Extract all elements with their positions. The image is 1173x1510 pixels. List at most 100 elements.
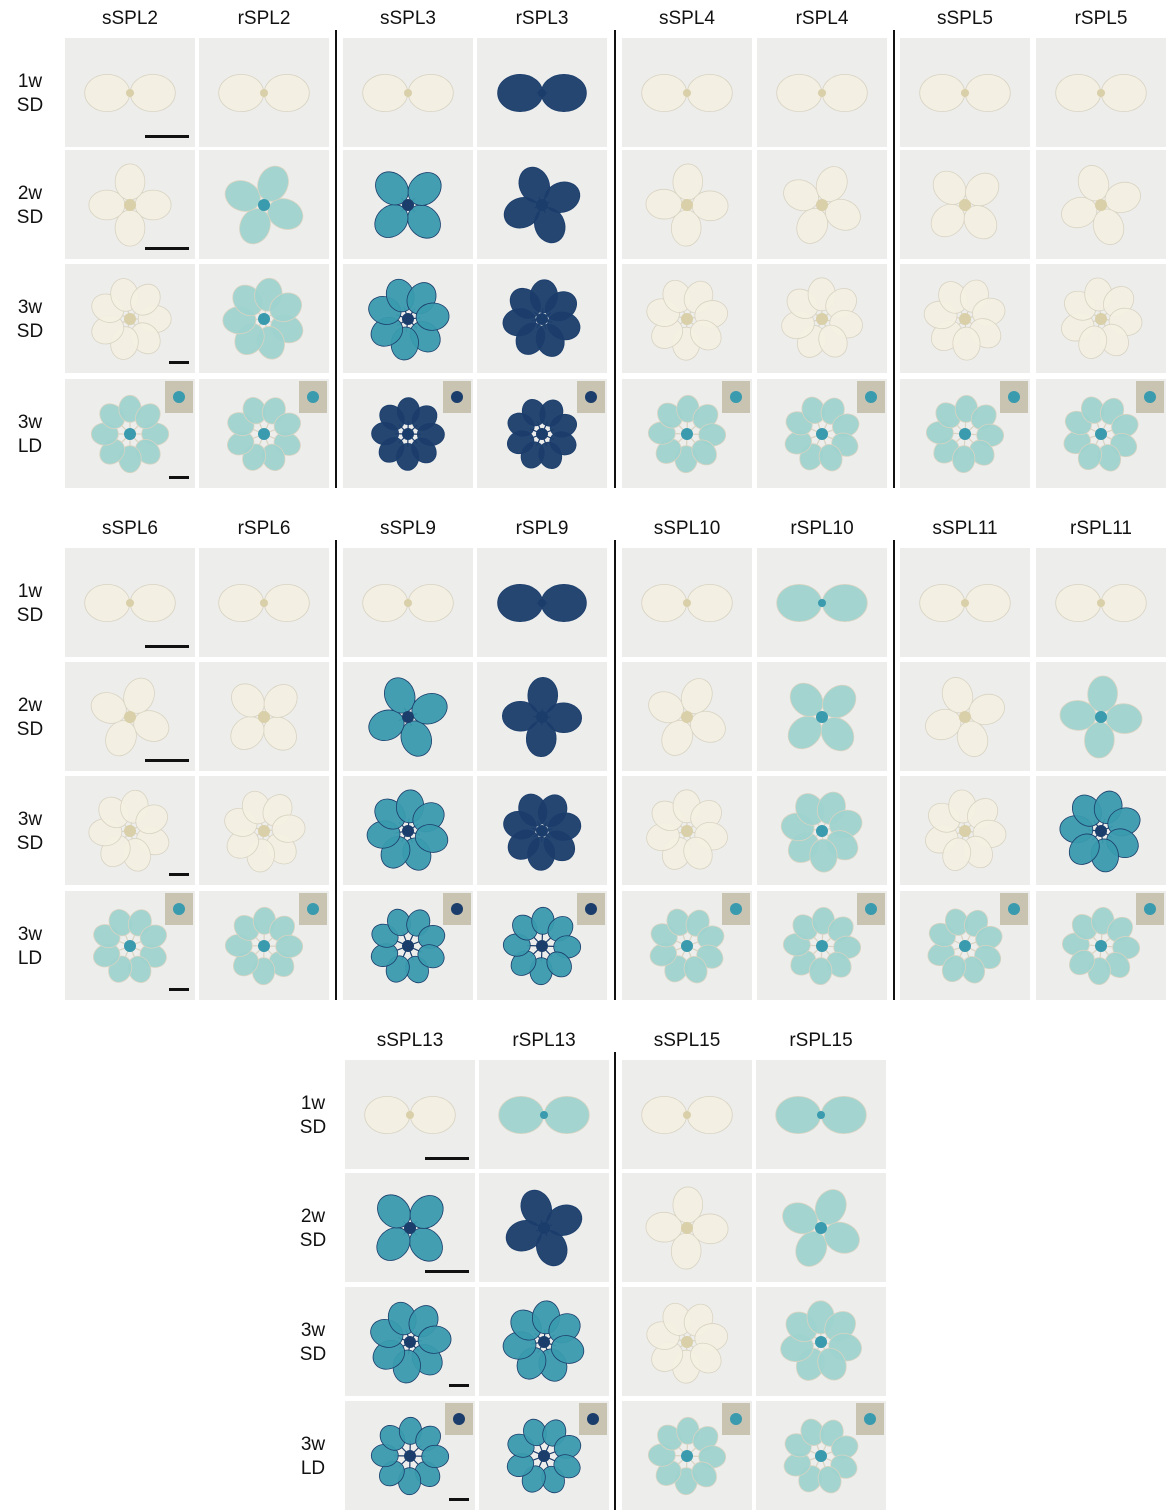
seedling-photo-rspl6-3w-sd [199, 776, 329, 885]
seedling-photo-sspl3-3w-sd [343, 264, 473, 373]
seedling-photo-sspl2-3w-sd [65, 264, 195, 373]
seedling-photo-sspl6-3w-sd [65, 776, 195, 885]
row-label-photoperiod: LD [8, 947, 52, 971]
seedling-photo-rspl2-3w-sd [199, 264, 329, 373]
scale-bar [449, 1498, 469, 1501]
seedling-photo-sspl15-3w-sd [622, 1287, 752, 1396]
row-label-age: 3w [8, 808, 52, 832]
seedling-photo-sspl2-1w-sd [65, 38, 195, 147]
row-label-photoperiod: SD [8, 718, 52, 742]
seedling-photo-rspl2-1w-sd [199, 38, 329, 147]
seedling-photo-rspl10-1w-sd [757, 548, 887, 657]
row-label-photoperiod: LD [8, 435, 52, 459]
seedling-photo-sspl3-2w-sd [343, 150, 473, 259]
seedling-photo-rspl4-3w-sd [757, 264, 887, 373]
seedling-photo-sspl2-2w-sd [65, 150, 195, 259]
column-label-sspl5: sSPL5 [900, 8, 1030, 30]
seedling-photo-sspl5-3w-ld [900, 379, 1030, 488]
row-label-age: 1w [291, 1092, 335, 1116]
seedling-photo-rspl15-3w-sd [756, 1287, 886, 1396]
seedling-photo-sspl9-3w-ld [343, 891, 473, 1000]
seedling-photo-sspl11-3w-sd [900, 776, 1030, 885]
group-divider [614, 1052, 616, 1510]
row-label-age: 2w [291, 1205, 335, 1229]
row-label-photoperiod: SD [291, 1343, 335, 1367]
seedling-photo-rspl5-3w-ld [1036, 379, 1166, 488]
column-label-rspl5: rSPL5 [1036, 8, 1166, 30]
seedling-photo-sspl15-3w-ld [622, 1401, 752, 1510]
row-label-age: 1w [8, 70, 52, 94]
seedling-photo-sspl9-2w-sd [343, 662, 473, 771]
seedling-photo-sspl10-1w-sd [622, 548, 752, 657]
seedling-photo-sspl5-3w-sd [900, 264, 1030, 373]
column-label-sspl13: sSPL13 [345, 1030, 475, 1052]
scale-bar [449, 1384, 469, 1387]
seedling-photo-rspl10-3w-sd [757, 776, 887, 885]
seedling-photo-rspl9-1w-sd [477, 548, 607, 657]
seedling-photo-rspl13-3w-sd [479, 1287, 609, 1396]
seedling-photo-sspl15-1w-sd [622, 1060, 752, 1169]
seedling-photo-sspl2-3w-ld [65, 379, 195, 488]
scale-bar [425, 1157, 469, 1160]
seedling-photo-rspl4-3w-ld [757, 379, 887, 488]
group-divider [614, 540, 616, 1000]
seedling-photo-rspl13-3w-ld [479, 1401, 609, 1510]
seedling-photo-rspl3-1w-sd [477, 38, 607, 147]
column-label-sspl2: sSPL2 [65, 8, 195, 30]
seedling-photo-sspl15-2w-sd [622, 1173, 752, 1282]
seedling-photo-sspl10-3w-ld [622, 891, 752, 1000]
row-label-age: 3w [8, 923, 52, 947]
seedling-photo-sspl9-1w-sd [343, 548, 473, 657]
seedling-photo-sspl6-2w-sd [65, 662, 195, 771]
seedling-photo-sspl5-2w-sd [900, 150, 1030, 259]
seedling-photo-rspl15-1w-sd [756, 1060, 886, 1169]
seedling-photo-rspl15-2w-sd [756, 1173, 886, 1282]
seedling-photo-rspl9-2w-sd [477, 662, 607, 771]
seedling-photo-rspl10-2w-sd [757, 662, 887, 771]
column-label-rspl4: rSPL4 [757, 8, 887, 30]
seedling-photo-sspl4-2w-sd [622, 150, 752, 259]
seedling-photo-sspl11-2w-sd [900, 662, 1030, 771]
seedling-photo-rspl11-3w-sd [1036, 776, 1166, 885]
seedling-photo-rspl13-2w-sd [479, 1173, 609, 1282]
group-divider [335, 30, 337, 488]
seedling-photo-sspl4-1w-sd [622, 38, 752, 147]
row-label-age: 1w [8, 580, 52, 604]
seedling-photo-sspl13-2w-sd [345, 1173, 475, 1282]
column-label-rspl10: rSPL10 [757, 518, 887, 540]
seedling-photo-sspl13-3w-ld [345, 1401, 475, 1510]
row-label-photoperiod: SD [8, 832, 52, 856]
seedling-photo-sspl4-3w-ld [622, 379, 752, 488]
row-label-photoperiod: SD [8, 320, 52, 344]
seedling-photo-rspl9-3w-ld [477, 891, 607, 1000]
seedling-photo-rspl10-3w-ld [757, 891, 887, 1000]
column-label-sspl9: sSPL9 [343, 518, 473, 540]
seedling-photo-sspl11-3w-ld [900, 891, 1030, 1000]
seedling-photo-rspl6-3w-ld [199, 891, 329, 1000]
scale-bar [169, 476, 189, 479]
seedling-photo-sspl10-2w-sd [622, 662, 752, 771]
group-divider [893, 30, 895, 488]
seedling-photo-sspl6-3w-ld [65, 891, 195, 1000]
seedling-photo-sspl3-1w-sd [343, 38, 473, 147]
seedling-photo-rspl11-2w-sd [1036, 662, 1166, 771]
row-label-photoperiod: SD [291, 1229, 335, 1253]
row-label-age: 3w [8, 296, 52, 320]
row-label-photoperiod: SD [8, 206, 52, 230]
seedling-photo-rspl13-1w-sd [479, 1060, 609, 1169]
group-divider [614, 30, 616, 488]
seedling-photo-sspl11-1w-sd [900, 548, 1030, 657]
row-label-age: 2w [8, 694, 52, 718]
scale-bar [169, 873, 189, 876]
seedling-photo-rspl11-1w-sd [1036, 548, 1166, 657]
